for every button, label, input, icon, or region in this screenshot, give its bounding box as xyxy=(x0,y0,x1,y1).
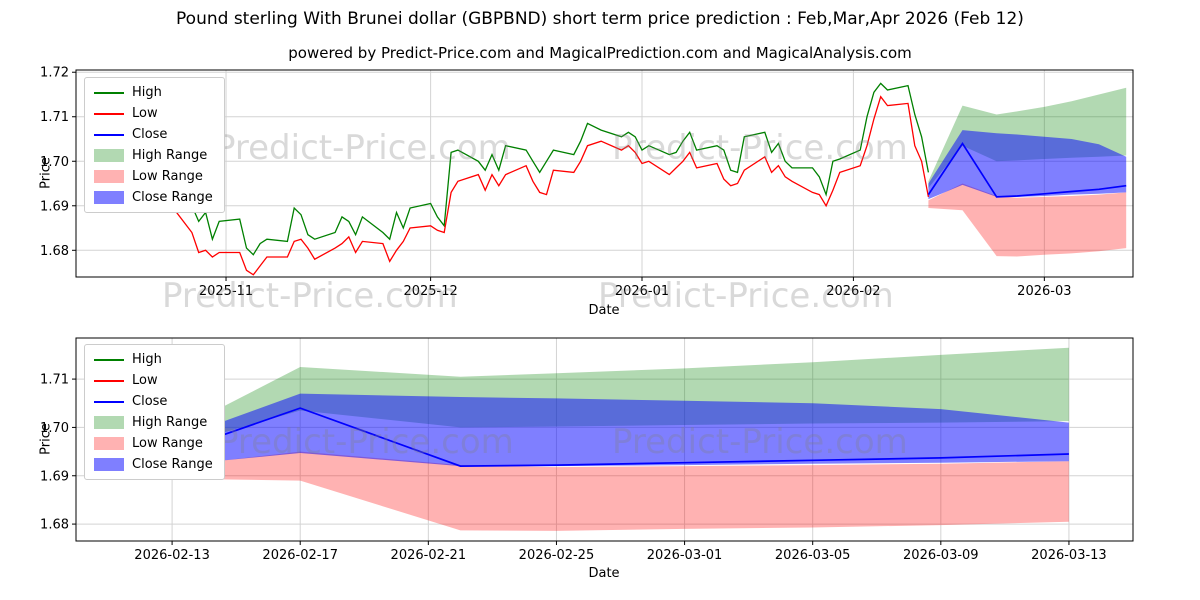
x-tick-label: 2026-01 xyxy=(615,284,669,299)
x-tick-label: 2026-02-21 xyxy=(391,548,467,563)
legend-label: High Range xyxy=(132,415,208,430)
low-range-swatch xyxy=(94,170,124,183)
legend-forecast-chart: High Low Close High Range Low Range Clos… xyxy=(84,344,225,480)
legend-item-low: Low xyxy=(94,373,213,388)
close-line xyxy=(927,141,1127,198)
legend-item-close-range: Close Range xyxy=(94,190,213,205)
legend-label: Close Range xyxy=(132,190,213,205)
legend-item-close: Close xyxy=(94,127,213,142)
legend-label: Close xyxy=(132,127,168,142)
x-tick-label: 2026-02-25 xyxy=(519,548,595,563)
low-range-swatch xyxy=(94,437,124,450)
legend-label: Close Range xyxy=(132,457,213,472)
low-line-swatch xyxy=(94,379,124,382)
x-tick-label: 2026-02-13 xyxy=(134,548,210,563)
legend-label: High Range xyxy=(132,148,208,163)
plot-border xyxy=(75,337,1134,542)
high-line xyxy=(157,82,930,256)
legend-label: High xyxy=(132,352,162,367)
y-tick-label: 1.69 xyxy=(40,199,69,214)
legend-item-low-range: Low Range xyxy=(94,169,213,184)
legend-item-close: Close xyxy=(94,394,213,409)
high-line-swatch xyxy=(94,91,124,94)
legend-item-high: High xyxy=(94,85,213,100)
close-line-swatch xyxy=(94,133,124,136)
y-tick-label: 1.70 xyxy=(40,421,69,436)
x-tick-label: 2026-03-13 xyxy=(1031,548,1107,563)
x-tick-label: 2026-03 xyxy=(1017,284,1071,299)
legend-label: Low Range xyxy=(132,436,203,451)
legend-item-low: Low xyxy=(94,106,213,121)
y-tick-label: 1.70 xyxy=(40,155,69,170)
legend-label: Low xyxy=(132,106,158,121)
legend-item-close-range: Close Range xyxy=(94,457,213,472)
plot-border xyxy=(75,69,1134,278)
low-line-swatch xyxy=(94,112,124,115)
high-range-swatch xyxy=(94,149,124,162)
close-line xyxy=(139,407,1069,467)
y-tick-label: 1.72 xyxy=(40,66,69,81)
figure-title: Pound sterling With Brunei dollar (GBPBN… xyxy=(176,9,1024,29)
legend-main-chart: High Low Close High Range Low Range Clos… xyxy=(84,77,225,213)
close-range-band xyxy=(140,393,1069,469)
legend-label: Low Range xyxy=(132,169,203,184)
legend-item-high-range: High Range xyxy=(94,148,213,163)
close-range-band xyxy=(928,130,1127,200)
legend-item-high-range: High Range xyxy=(94,415,213,430)
low-line xyxy=(157,95,930,276)
legend-item-high: High xyxy=(94,352,213,367)
close-range-swatch xyxy=(94,458,124,471)
low-range-band xyxy=(140,451,1069,531)
legend-label: Close xyxy=(132,394,168,409)
x-tick-label: 2025-11 xyxy=(199,284,253,299)
low-range-band xyxy=(928,183,1127,257)
y-tick-label: 1.68 xyxy=(40,518,69,533)
legend-label: High xyxy=(132,85,162,100)
x-tick-label: 2026-02-17 xyxy=(262,548,338,563)
y-tick-label: 1.71 xyxy=(40,110,69,125)
high-line-swatch xyxy=(94,358,124,361)
y-axis-label-top: Price xyxy=(38,157,54,189)
legend-label: Low xyxy=(132,373,158,388)
x-tick-label: 2026-03-01 xyxy=(647,548,723,563)
y-axis-label-bottom: Price xyxy=(38,423,54,455)
x-tick-label: 2026-02 xyxy=(826,284,880,299)
close-line-swatch xyxy=(94,400,124,403)
x-tick-label: 2025-12 xyxy=(403,284,457,299)
y-tick-label: 1.71 xyxy=(40,373,69,388)
x-axis-label-top: Date xyxy=(588,303,620,318)
y-tick-label: 1.69 xyxy=(40,469,69,484)
powered-by-subtitle: powered by Predict-Price.com and Magical… xyxy=(288,44,912,62)
legend-item-low-range: Low Range xyxy=(94,436,213,451)
x-tick-label: 2026-03-05 xyxy=(775,548,851,563)
high-range-swatch xyxy=(94,416,124,429)
x-tick-label: 2026-03-09 xyxy=(903,548,979,563)
x-axis-label-bottom: Date xyxy=(588,566,620,581)
y-tick-label: 1.68 xyxy=(40,244,69,259)
close-range-swatch xyxy=(94,191,124,204)
